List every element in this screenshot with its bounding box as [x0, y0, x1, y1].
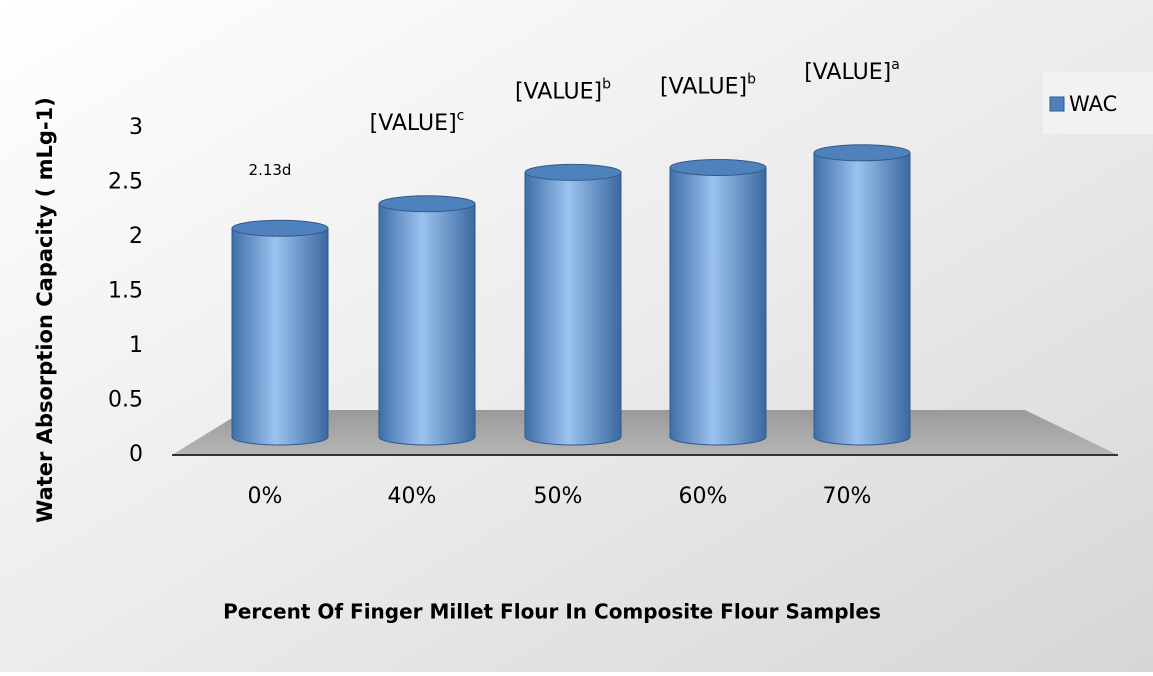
y-tick-label: 2.5: [108, 170, 143, 195]
x-tick-label: 50%: [534, 484, 583, 509]
bar: [231, 227, 329, 446]
x-axis-label: Percent Of Finger Millet Flour In Compos…: [223, 600, 881, 624]
y-tick-label: 3: [129, 115, 143, 140]
data-label: [VALUE]c: [370, 108, 465, 136]
y-tick-label: 0.5: [108, 388, 143, 413]
y-tick-label: 1: [129, 333, 143, 358]
legend-label: WAC: [1069, 92, 1117, 116]
bar-top: [669, 159, 767, 176]
y-axis-label: Water Absorption Capacity ( mLg-1): [33, 97, 57, 523]
y-tick-label: 1.5: [108, 279, 143, 304]
data-label: [VALUE]b: [515, 76, 611, 104]
bar-top: [524, 163, 622, 181]
bar-top: [231, 219, 329, 237]
x-tick-label: 40%: [388, 484, 437, 509]
bar-top: [378, 195, 476, 213]
x-tick-label: 70%: [823, 484, 872, 509]
data-label: [VALUE]b: [660, 72, 756, 100]
legend-swatch: [1049, 96, 1065, 112]
bar-top: [813, 144, 911, 162]
bar: [378, 203, 476, 446]
data-label: 2.13d: [249, 161, 292, 179]
bar: [813, 152, 911, 446]
data-label: [VALUE]a: [804, 57, 900, 85]
bar: [669, 167, 767, 446]
x-tick-label: 60%: [679, 484, 728, 509]
y-tick-label: 2: [129, 224, 143, 249]
bar: [524, 171, 622, 446]
y-tick-label: 0: [129, 442, 143, 467]
x-tick-label: 0%: [248, 484, 283, 509]
